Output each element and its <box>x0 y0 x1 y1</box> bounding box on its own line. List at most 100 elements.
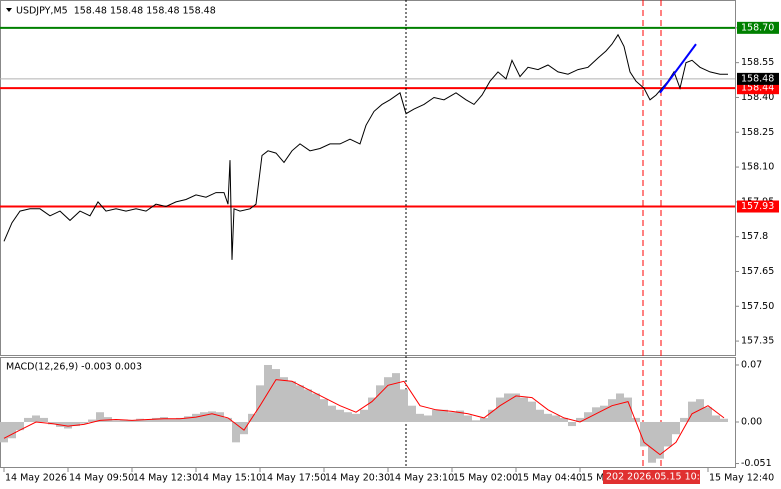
price-pane <box>0 0 736 356</box>
histogram-bar <box>416 413 424 422</box>
histogram-bar <box>576 417 584 422</box>
x-tick-label: 15 Ma <box>581 473 610 484</box>
annotation: 202 2026.05.15 10:45 <box>606 472 712 483</box>
histogram-bar <box>360 409 368 422</box>
histogram-bar <box>304 389 312 422</box>
current-price-label: 158.48 <box>741 73 774 84</box>
histogram-bar <box>696 399 704 422</box>
histogram-bar <box>424 415 432 422</box>
y-tick-label: 157.35 <box>741 336 774 347</box>
histogram-bar <box>488 409 496 422</box>
histogram-bar <box>440 409 448 422</box>
histogram-bar <box>712 415 720 422</box>
x-tick-label: 14 May 12:30 <box>133 473 198 484</box>
histogram-bar <box>392 373 400 422</box>
histogram-bar <box>320 399 328 422</box>
histogram-bar <box>280 377 288 422</box>
histogram-bar <box>376 385 384 422</box>
level-label: 158.70 <box>741 22 774 33</box>
annotation-box <box>603 470 700 484</box>
histogram-bar <box>40 417 48 422</box>
histogram-bar <box>560 417 568 422</box>
trend-line <box>659 43 697 94</box>
histogram-bar <box>432 409 440 422</box>
current-price-box <box>737 72 779 85</box>
histogram-bar <box>384 377 392 422</box>
histogram-bar <box>216 412 224 422</box>
histogram-bar <box>688 401 696 422</box>
histogram-bar <box>408 405 416 422</box>
y-tick-label: -0.051 <box>741 458 772 469</box>
histogram-bar <box>480 417 488 422</box>
histogram-bar <box>344 412 352 422</box>
y-tick-label: 157.50 <box>741 301 774 312</box>
y-tick-label: 157.65 <box>741 266 774 277</box>
price-line <box>3 33 728 260</box>
histogram-bar <box>80 421 88 424</box>
histogram-bar <box>472 420 480 422</box>
macd-title: MACD(12,26,9) -0.003 0.003 <box>6 362 142 373</box>
histogram-bar <box>616 393 624 422</box>
histogram-bar <box>88 419 96 422</box>
histogram-bar <box>256 385 264 422</box>
histogram-bar <box>312 393 320 422</box>
histogram-bar <box>536 409 544 422</box>
histogram-bar <box>64 421 72 429</box>
histogram-bar <box>184 416 192 422</box>
y-tick-label: 157.8 <box>741 231 768 242</box>
y-tick-label: 158.10 <box>741 162 774 173</box>
macd-pane <box>0 357 736 468</box>
histogram-bar <box>152 417 160 422</box>
signal-line <box>3 379 725 456</box>
histogram-bar <box>544 413 552 422</box>
histogram-bar <box>328 405 336 422</box>
histogram-bar <box>296 385 304 422</box>
histogram-bar <box>448 412 456 422</box>
histogram-bar <box>648 421 656 463</box>
chart-title: USDJPY,M5 158.48 158.48 158.48 158.48 <box>16 6 216 17</box>
histogram-bar <box>16 421 24 431</box>
histogram-bar <box>368 397 376 422</box>
histogram-bar <box>288 381 296 422</box>
histogram-bar <box>72 421 80 427</box>
histogram-bar <box>512 393 520 422</box>
histogram-bar <box>160 417 168 422</box>
x-tick-label: 15 May 02:00 <box>453 473 518 484</box>
histogram-bar <box>680 417 688 422</box>
histogram-bar <box>456 410 464 422</box>
y-tick-label: 158.40 <box>741 92 774 103</box>
histogram-bar <box>704 407 712 422</box>
histogram-bar <box>24 417 32 422</box>
y-tick-label: 0.00 <box>741 416 762 427</box>
y-tick-label: 158.55 <box>741 57 774 68</box>
level-label-box <box>737 21 779 34</box>
histogram-bar <box>176 417 184 422</box>
histogram-bar <box>464 415 472 422</box>
histogram-bar <box>128 420 136 422</box>
histogram-bar <box>656 421 664 459</box>
histogram-bar <box>584 412 592 422</box>
histogram-bar <box>496 397 504 422</box>
histogram-bar <box>272 369 280 422</box>
histogram-bar <box>192 413 200 422</box>
histogram-bar <box>208 411 216 422</box>
x-tick-label: 14 May 15:10 <box>197 473 262 484</box>
histogram-bar <box>624 397 632 422</box>
histogram-bar <box>608 399 616 422</box>
histogram-bar <box>120 419 128 422</box>
histogram-bar <box>720 418 728 422</box>
histogram-bar <box>8 421 16 439</box>
histogram-bar <box>552 415 560 422</box>
histogram-bar <box>352 413 360 422</box>
histogram-bar <box>400 389 408 422</box>
level-label: 157.93 <box>741 201 774 212</box>
x-tick-label: 14 May 20:30 <box>325 473 390 484</box>
histogram-bar <box>200 412 208 422</box>
histogram-bar <box>640 421 648 447</box>
histogram-bar <box>0 421 8 443</box>
histogram-bar <box>232 421 240 443</box>
histogram-bar <box>336 409 344 422</box>
histogram-bar <box>112 420 120 422</box>
histogram-bar <box>504 393 512 422</box>
